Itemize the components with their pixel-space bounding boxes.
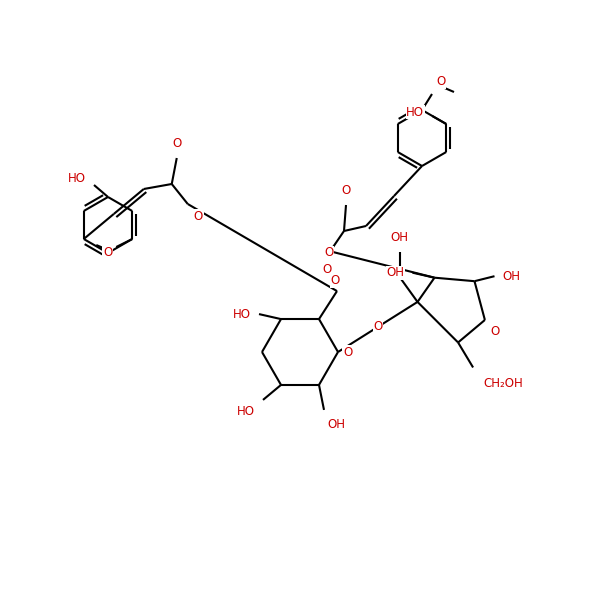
- Text: OH: OH: [386, 266, 404, 279]
- Text: O: O: [343, 346, 352, 358]
- Text: HO: HO: [233, 308, 251, 320]
- Text: HO: HO: [406, 106, 424, 118]
- Text: O: O: [103, 247, 112, 259]
- Text: OH: OH: [502, 269, 520, 283]
- Text: O: O: [436, 75, 445, 88]
- Text: HO: HO: [68, 173, 86, 185]
- Text: O: O: [490, 325, 499, 338]
- Text: O: O: [322, 263, 332, 276]
- Text: O: O: [341, 184, 350, 197]
- Text: O: O: [325, 247, 334, 259]
- Text: OH: OH: [391, 231, 409, 244]
- Text: O: O: [331, 274, 340, 287]
- Text: OH: OH: [327, 418, 345, 431]
- Text: O: O: [194, 210, 203, 223]
- Text: O: O: [172, 137, 181, 150]
- Text: HO: HO: [237, 405, 255, 418]
- Text: CH₂OH: CH₂OH: [483, 377, 523, 391]
- Text: O: O: [373, 320, 382, 334]
